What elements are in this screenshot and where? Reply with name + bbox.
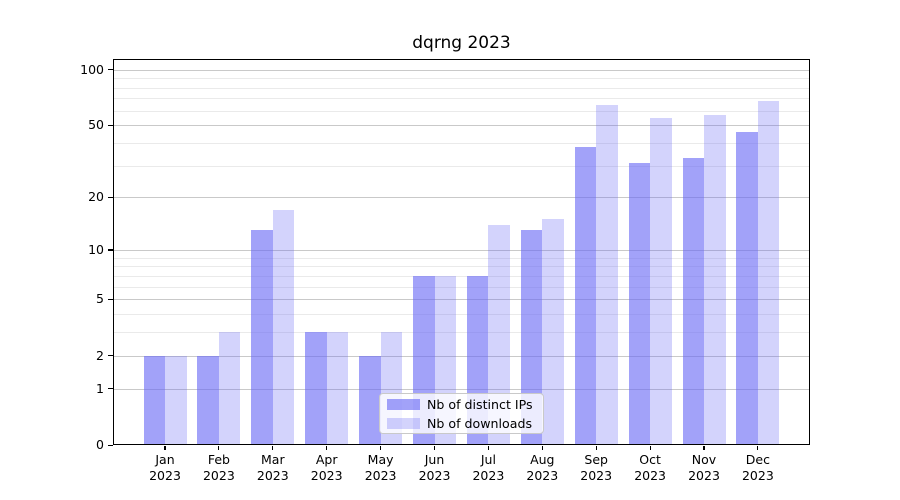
legend-row-distinct-ips: Nb of distinct IPs [380,396,543,412]
x-tick-label-mar: Mar 2023 [256,452,289,483]
x-tick-label-sep: Sep 2023 [580,452,613,483]
x-tick-mark [164,446,166,450]
gridline-minor [113,87,810,89]
y-tick-mark [108,196,113,199]
gridline-minor [113,165,810,167]
bar-distinct-ips-may [359,355,381,445]
bar-distinct-ips-oct [628,163,651,445]
x-tick-mark [649,446,651,450]
gridline-minor [113,286,810,288]
legend-swatch-downloads-icon [387,417,420,429]
bar-downloads-apr [326,332,349,445]
gridline-minor [113,142,810,144]
x-tick-mark [433,446,436,450]
y-tick-label-100: 100 [80,61,104,77]
y-tick-label-10: 10 [88,241,104,257]
x-tick-mark [595,446,597,450]
y-tick-label-5: 5 [96,291,104,307]
x-tick-mark [487,446,489,450]
x-tick-label-may: May 2023 [364,452,397,483]
bar-distinct-ips-aug [520,230,543,445]
gridline-minor [113,332,810,334]
bar-downloads-dec [757,100,780,445]
y-tick-mark [108,444,113,446]
gridline-major [113,197,810,199]
gridline-minor [113,98,810,100]
legend-swatch-distinct-ips-icon [387,398,420,410]
bar-downloads-oct [650,117,672,445]
legend-row-downloads: Nb of downloads [380,415,543,431]
x-tick-label-nov: Nov 2023 [688,452,720,483]
y-tick-label-20: 20 [88,189,104,205]
gridline-major [113,299,810,301]
gridline-major [113,249,810,251]
gridline-major [113,388,810,390]
y-tick-mark [108,298,113,300]
x-tick-mark [326,446,328,450]
gridline-major [113,69,810,71]
bar-distinct-ips-nov [682,158,704,445]
y-tick-mark [108,69,113,71]
x-tick-mark [218,446,220,450]
y-tick-mark [108,249,113,251]
bar-distinct-ips-apr [305,332,327,445]
x-tick-label-feb: Feb 2023 [202,452,235,483]
gridline-minor [113,78,810,80]
x-tick-mark [380,446,382,450]
gridline-minor [113,266,810,268]
x-tick-label-aug: Aug 2023 [526,452,559,483]
x-tick-label-jul: Jul 2023 [472,452,505,483]
gridline-major [113,125,810,127]
gridline-major [113,355,810,357]
y-tick-label-50: 50 [88,117,104,133]
legend: Nb of distinct IPs Nb of downloads [379,393,544,434]
bar-downloads-jan [165,355,187,445]
gridline-minor [113,110,810,112]
bar-downloads-nov [704,114,726,445]
y-tick-label-2: 2 [96,347,104,363]
bar-downloads-feb [218,332,241,445]
bar-distinct-ips-jan [143,355,165,445]
y-tick-mark [108,355,113,357]
x-tick-mark [541,446,543,450]
legend-label-distinct-ips: Nb of distinct IPs [427,396,533,412]
x-tick-label-jun: Jun 2023 [418,452,451,483]
bar-downloads-jul [488,224,510,445]
x-tick-mark [703,446,705,450]
y-tick-mark [108,124,113,126]
bar-distinct-ips-mar [251,230,273,445]
bar-distinct-ips-sep [574,146,597,445]
y-tick-mark [108,388,113,390]
bar-downloads-sep [596,105,618,445]
gridline-minor [113,257,810,259]
x-tick-label-jan: Jan 2023 [149,452,181,483]
x-tick-label-oct: Oct 2023 [634,452,666,483]
bar-distinct-ips-feb [197,355,219,445]
y-tick-label-1: 1 [96,380,104,396]
plot-area: Nb of distinct IPs Nb of downloads [113,59,810,445]
bar-downloads-mar [272,209,295,445]
x-tick-mark [272,446,274,450]
bar-distinct-ips-dec [736,131,758,445]
x-tick-label-apr: Apr 2023 [310,452,343,483]
x-tick-label-dec: Dec 2023 [741,452,774,483]
chart-title: dqrng 2023 [412,33,511,53]
x-tick-mark [757,446,759,450]
gridline-minor [113,275,810,277]
y-tick-label-0: 0 [96,437,104,452]
legend-label-downloads: Nb of downloads [427,415,533,431]
gridline-minor [113,314,810,316]
bar-downloads-aug [542,219,564,445]
